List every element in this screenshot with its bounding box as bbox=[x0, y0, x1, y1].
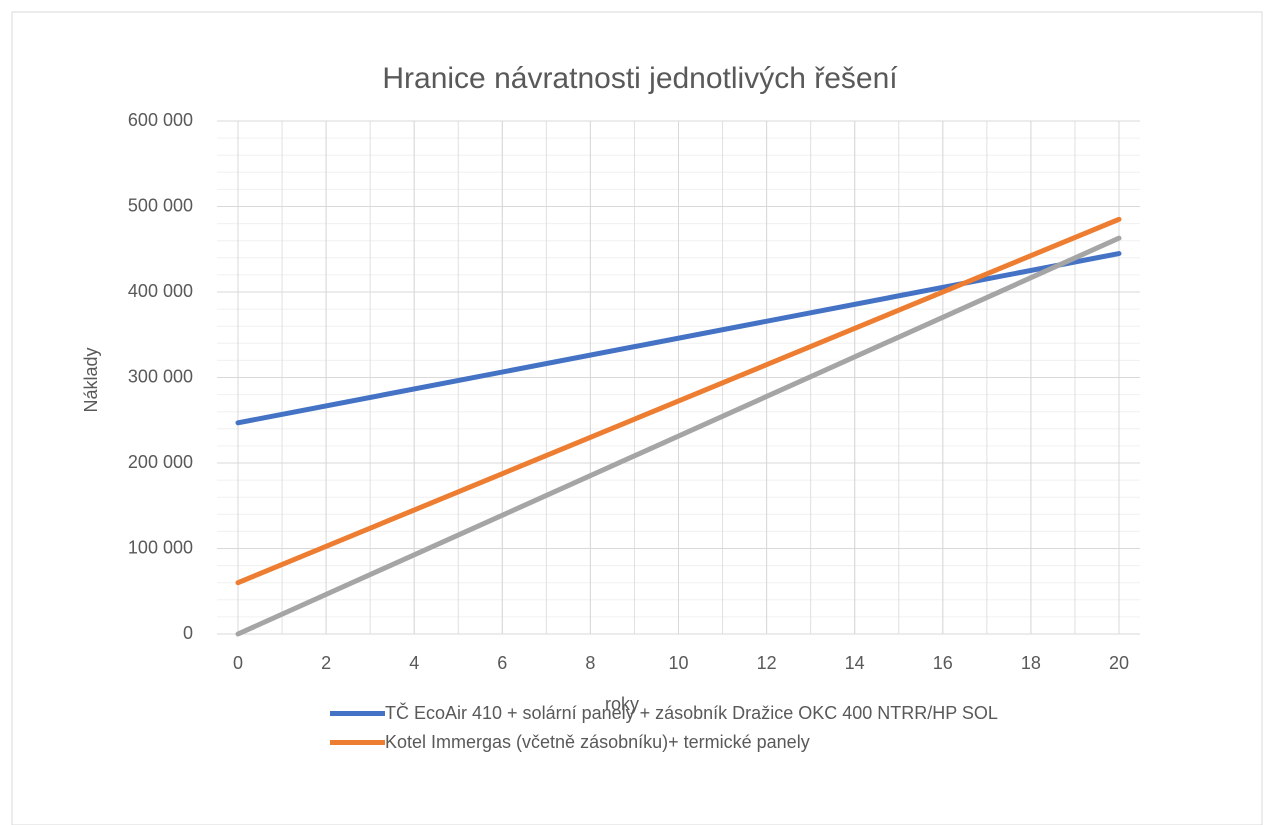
y-tick-label: 400 000 bbox=[128, 281, 193, 301]
x-tick-label: 8 bbox=[585, 653, 595, 673]
legend: TČ EcoAir 410 + solární panely + zásobní… bbox=[330, 700, 1090, 758]
y-tick-label: 0 bbox=[183, 623, 193, 643]
x-tick-label: 2 bbox=[321, 653, 331, 673]
x-axis-label: roky bbox=[605, 694, 639, 714]
legend-key bbox=[330, 740, 385, 745]
y-tick-label: 500 000 bbox=[128, 195, 193, 215]
legend-label: Kotel Immergas (včetně zásobníku)+ termi… bbox=[385, 732, 810, 752]
y-tick-label: 600 000 bbox=[128, 110, 193, 130]
x-tick-label: 14 bbox=[845, 653, 865, 673]
x-tick-label: 16 bbox=[933, 653, 953, 673]
legend-label: TČ EcoAir 410 + solární panely + zásobní… bbox=[385, 703, 998, 723]
y-axis-label: Náklady bbox=[81, 347, 101, 412]
series-line bbox=[235, 216, 1122, 586]
x-tick-label: 0 bbox=[233, 653, 243, 673]
x-tick-label: 20 bbox=[1109, 653, 1129, 673]
y-tick-label: 100 000 bbox=[128, 537, 193, 557]
chart-border bbox=[11, 11, 1263, 825]
y-tick-label: 300 000 bbox=[128, 366, 193, 386]
x-tick-label: 10 bbox=[668, 653, 688, 673]
series-line bbox=[235, 235, 1122, 637]
x-tick-label: 4 bbox=[409, 653, 419, 673]
y-tick-label: 200 000 bbox=[128, 452, 193, 472]
x-tick-label: 12 bbox=[757, 653, 777, 673]
x-tick-label: 18 bbox=[1021, 653, 1041, 673]
legend-key bbox=[330, 711, 385, 716]
legend-entry: Kotel Immergas (včetně zásobníku)+ termi… bbox=[330, 729, 1090, 756]
x-tick-label: 6 bbox=[497, 653, 507, 673]
chart-title: Hranice návratnosti jednotlivých řešení bbox=[382, 62, 898, 95]
legend-entry: TČ EcoAir 410 + solární panely + zásobní… bbox=[330, 700, 1090, 727]
